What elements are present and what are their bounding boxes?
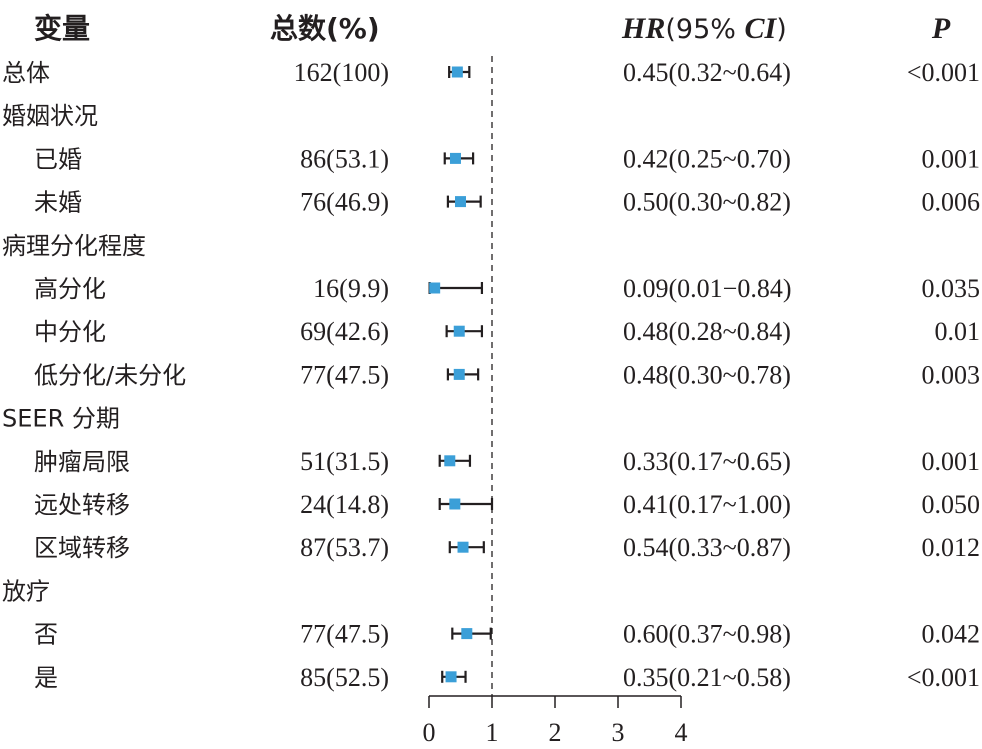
x-tick-label: 0: [423, 718, 436, 747]
row-label: 高分化: [34, 275, 106, 303]
row-p-value: 0.006: [922, 188, 981, 217]
row-p-value: 0.050: [922, 490, 981, 519]
hr-marker: [461, 628, 473, 640]
row-hr-ci: 0.09(0.01−0.84): [623, 274, 791, 303]
row-label: SEER 分期: [2, 405, 120, 433]
row-label: 婚姻状况: [2, 102, 98, 130]
row-label: 肿瘤局限: [34, 448, 130, 476]
row-p-value: 0.001: [922, 144, 981, 173]
row-label: 总体: [2, 59, 50, 87]
hr-marker: [451, 66, 463, 78]
header-hr-close: ): [776, 14, 787, 45]
row-hr-ci: 0.48(0.30~0.78): [623, 360, 791, 389]
row-total: 51(31.5): [300, 447, 389, 476]
row-label: 远处转移: [34, 491, 130, 519]
hr-marker: [455, 196, 466, 208]
x-axis: 0 1 2 3 4: [423, 695, 688, 747]
header-hr-ci: HR(95% CI): [621, 12, 787, 45]
x-tick-label: 2: [549, 718, 562, 747]
row-p-value: 0.001: [922, 447, 981, 476]
row-hr-ci: 0.35(0.21~0.58): [623, 663, 791, 692]
x-tick-label: 3: [612, 718, 625, 747]
row-p-value: 0.012: [922, 533, 981, 562]
x-tick-label: 1: [486, 718, 499, 747]
hr-marker: [457, 541, 469, 553]
row-label: 是: [34, 664, 58, 692]
row-total: 77(47.5): [300, 620, 389, 649]
hr-marker: [444, 455, 456, 467]
row-total: 24(14.8): [300, 490, 389, 519]
row-hr-ci: 0.48(0.28~0.84): [623, 317, 791, 346]
row-label: 病理分化程度: [2, 232, 146, 260]
row-p-value: 0.003: [922, 360, 981, 389]
header-ci-italic: CI: [745, 12, 778, 45]
row-total: 77(47.5): [300, 360, 389, 389]
hr-marker: [445, 671, 457, 683]
row-label: 否: [34, 621, 58, 649]
header-variable: 变量: [34, 12, 90, 45]
row-label: 未婚: [34, 189, 82, 217]
hr-marker: [429, 282, 441, 294]
row-p-value: 0.035: [922, 274, 981, 303]
row-total: 69(42.6): [300, 317, 389, 346]
row-label: 区域转移: [34, 534, 130, 562]
row-p-value: 0.01: [935, 317, 981, 346]
row-hr-ci: 0.41(0.17~1.00): [623, 490, 791, 519]
row-label: 放疗: [2, 577, 50, 605]
row-p-value: 0.042: [922, 620, 981, 649]
row-total: 162(100): [294, 58, 389, 87]
row-hr-ci: 0.60(0.37~0.98): [623, 620, 791, 649]
row-total: 85(52.5): [300, 663, 389, 692]
row-hr-ci: 0.50(0.30~0.82): [623, 188, 791, 217]
hr-marker: [453, 325, 465, 337]
row-label: 已婚: [34, 145, 82, 173]
row-p-value: <0.001: [907, 663, 980, 692]
row-total: 16(9.9): [313, 274, 389, 303]
row-total: 87(53.7): [300, 533, 389, 562]
hr-marker: [449, 152, 461, 164]
row-label: 中分化: [34, 318, 106, 346]
row-label: 低分化/未分化: [34, 361, 186, 389]
hr-marker: [449, 498, 461, 510]
header-hr-italic: HR: [621, 12, 665, 45]
row-hr-ci: 0.45(0.32~0.64): [623, 58, 791, 87]
row-hr-ci: 0.42(0.25~0.70): [623, 144, 791, 173]
x-tick-label: 4: [675, 718, 688, 747]
row-p-value: <0.001: [907, 58, 980, 87]
row-total: 76(46.9): [300, 188, 389, 217]
header-total: 总数(%): [270, 12, 380, 45]
row-hr-ci: 0.33(0.17~0.65): [623, 447, 791, 476]
header-p: P: [931, 12, 951, 45]
header-hr-open: (95%: [665, 14, 744, 45]
row-hr-ci: 0.54(0.33~0.87): [623, 533, 791, 562]
row-total: 86(53.1): [300, 144, 389, 173]
hr-marker: [453, 368, 465, 380]
